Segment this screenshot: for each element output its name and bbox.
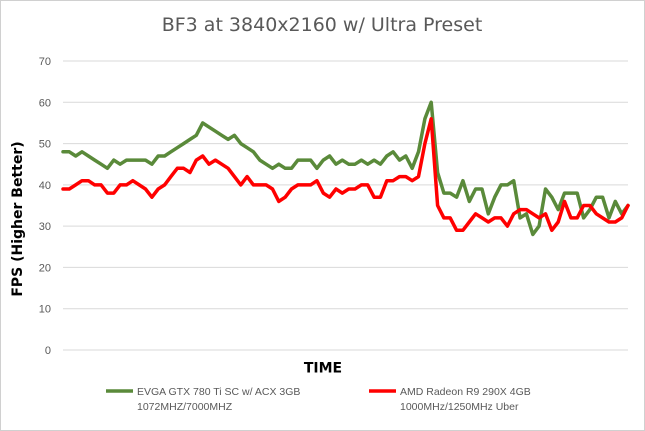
- y-tick-label: 10: [39, 304, 51, 316]
- x-axis-label: TIME: [304, 361, 342, 377]
- legend: EVGA GTX 780 Ti SC w/ ACX 3GB 1072MHZ/700…: [106, 386, 531, 413]
- legend-label-2: AMD Radeon R9 290X 4GB: [400, 386, 531, 398]
- y-tick-label: 30: [39, 221, 51, 233]
- legend-sublabel-1: 1072MHZ/7000MHZ: [137, 401, 233, 413]
- y-tick-label: 60: [39, 97, 51, 109]
- series-line-1: [61, 100, 630, 237]
- y-tick-label: 40: [39, 180, 51, 192]
- series-lines: [61, 100, 630, 237]
- legend-sublabel-2: 1000MHz/1250MHz Uber: [400, 401, 519, 413]
- y-tick-label: 50: [39, 139, 51, 151]
- chart-title: BF3 at 3840x2160 w/ Ultra Preset: [162, 14, 483, 36]
- y-tick-label: 70: [39, 56, 51, 68]
- series-line-2: [61, 117, 630, 233]
- gridlines: [63, 60, 628, 310]
- legend-label-1: EVGA GTX 780 Ti SC w/ ACX 3GB: [137, 386, 300, 398]
- y-tick-label: 0: [45, 345, 51, 357]
- y-axis-ticks: 0 10 20 30 40 50 60 70: [39, 56, 51, 357]
- y-tick-label: 20: [39, 262, 51, 274]
- y-axis-label: FPS (Higher Better): [10, 141, 26, 296]
